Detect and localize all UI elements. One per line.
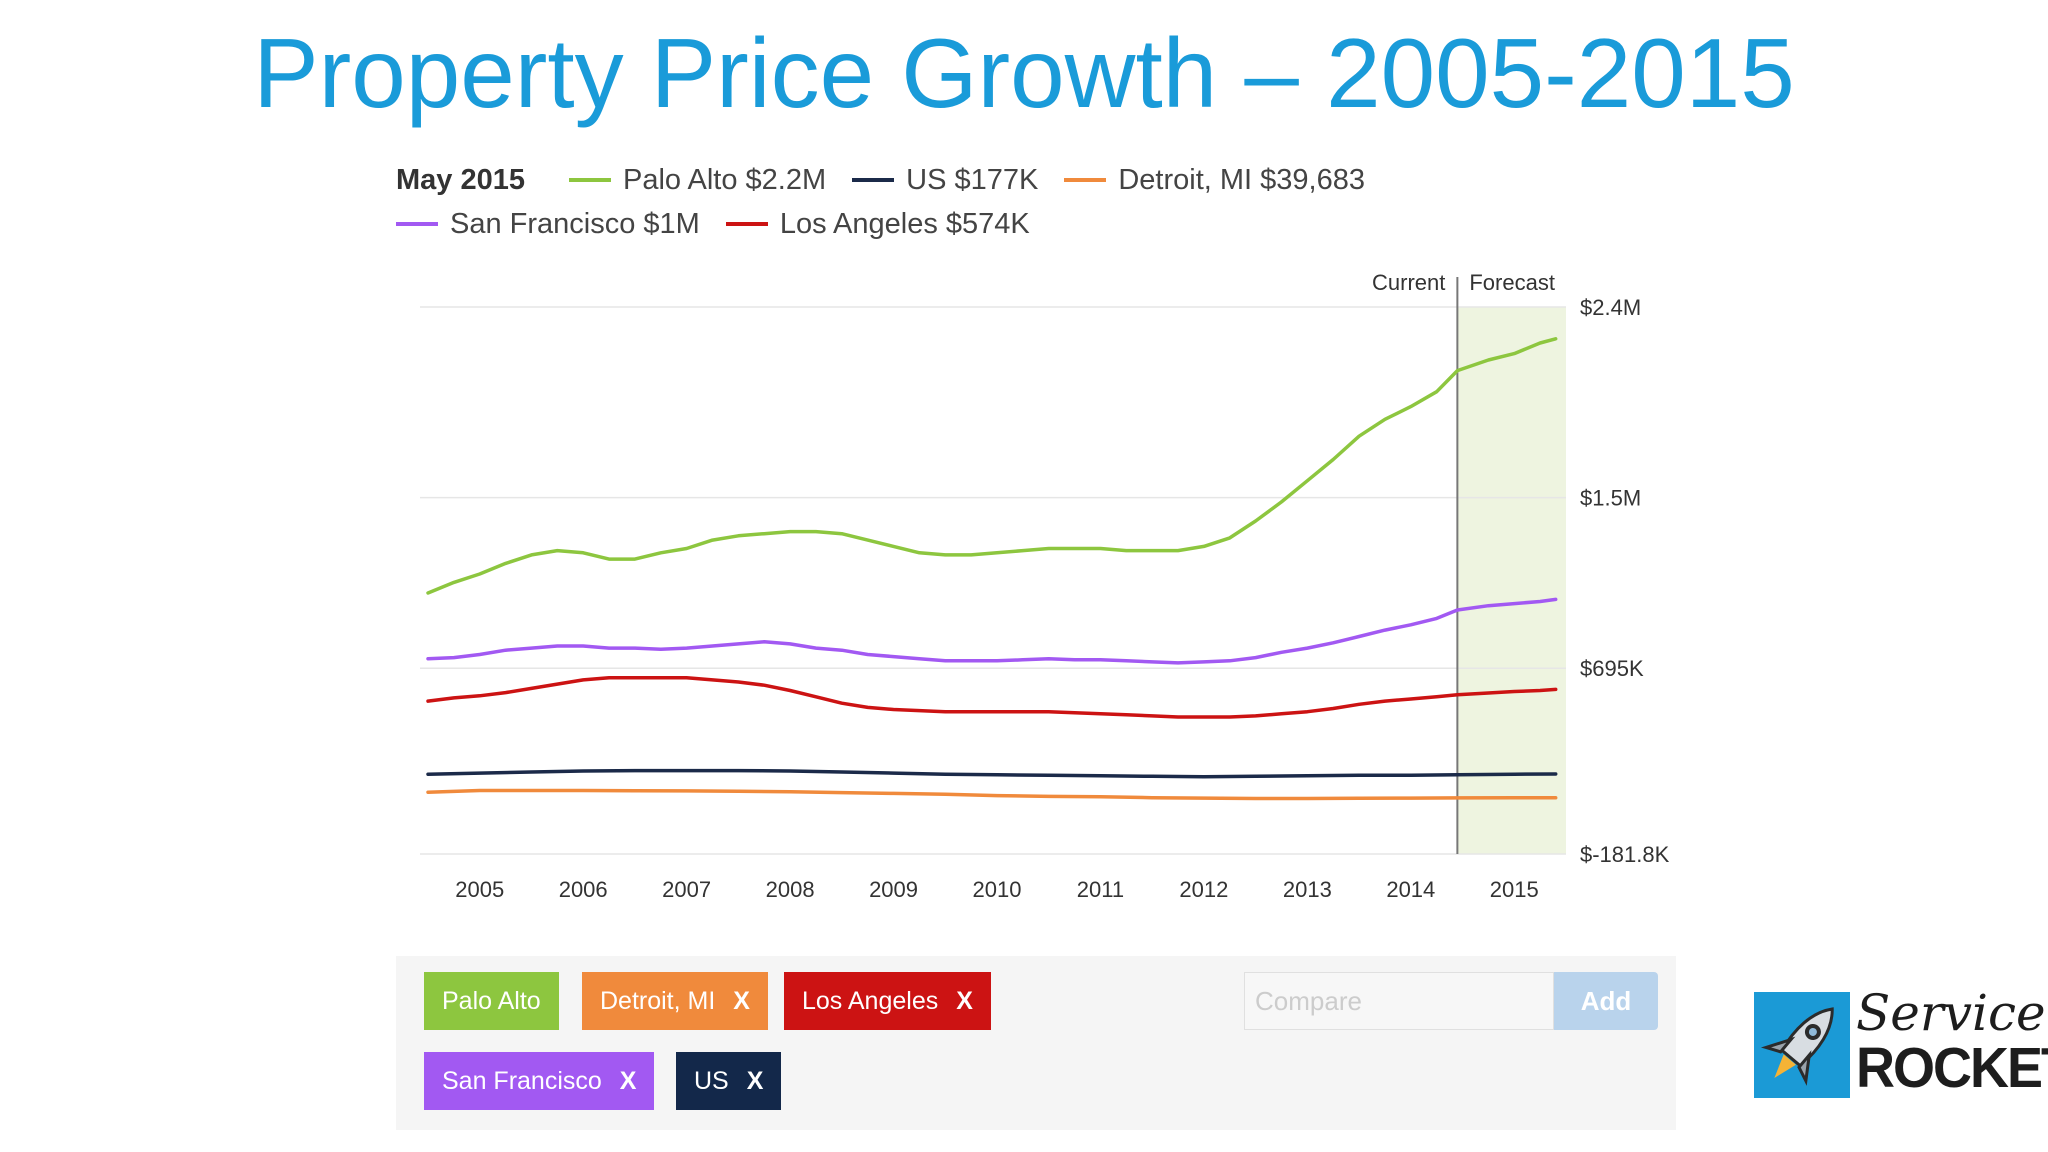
y-tick-label-3: $-181.8K [1580, 842, 1670, 867]
tag-label-los-angeles: Los Angeles [802, 987, 939, 1015]
logo-word-rocket: ROCKET [1856, 1036, 2048, 1100]
series-line-us [426, 768, 1558, 779]
legend-item-us[interactable]: US $177K [852, 164, 1038, 197]
tag-san-francisco[interactable]: San Francisco X [424, 1052, 655, 1110]
remove-san-francisco-icon[interactable]: X [619, 1067, 637, 1095]
forecast-shade [1457, 307, 1566, 854]
x-tick-label-2013: 2013 [1283, 877, 1332, 902]
x-tick-label-2011: 2011 [1077, 877, 1124, 902]
legend-swatch-palo-alto [569, 178, 611, 182]
tag-label-detroit: Detroit, MI [600, 987, 716, 1015]
series-line-san-francisco [426, 597, 1558, 665]
x-tick-label-2008: 2008 [766, 877, 815, 902]
legend-swatch-us [852, 178, 895, 182]
y-tick-label-0: $2.4M [1580, 295, 1641, 320]
legend-swatch-detroit [1064, 178, 1107, 182]
current-label: Current [1372, 270, 1445, 295]
series-line-los-angeles [426, 676, 1558, 719]
x-tick-label-2005: 2005 [455, 877, 504, 902]
add-button[interactable]: Add [1554, 972, 1658, 1030]
legend-label-los-angeles: Los Angeles $574K [779, 207, 1030, 240]
slide-title: Property Price Growth – 2005-2015 [253, 18, 1795, 128]
series-line-detroit-mi [426, 788, 1558, 801]
service-rocket-logo: Service ROCKET [1754, 984, 2048, 1100]
remove-us-icon[interactable]: X [746, 1067, 764, 1095]
x-tick-label-2012: 2012 [1179, 877, 1228, 902]
tag-palo-alto[interactable]: Palo Alto [424, 972, 559, 1030]
tag-label-san-francisco: San Francisco [442, 1067, 602, 1095]
legend-label-san-francisco: San Francisco $1M [450, 207, 700, 240]
y-tick-label-2: $695K [1580, 656, 1644, 681]
compare-input[interactable] [1244, 972, 1554, 1030]
tag-label-palo-alto: Palo Alto [442, 987, 541, 1015]
series-line-palo-alto [426, 337, 1558, 595]
x-tick-label-2014: 2014 [1386, 877, 1435, 902]
logo-word-service: Service [1856, 984, 2046, 1042]
legend-item-san-francisco[interactable]: San Francisco $1M [396, 208, 700, 241]
x-tick-label-2009: 2009 [869, 877, 918, 902]
legend-item-detroit[interactable]: Detroit, MI $39,683 [1064, 164, 1365, 197]
legend-row-2: San Francisco $1M Los Angeles $574K [396, 202, 1456, 246]
x-tick-label-2015: 2015 [1490, 877, 1539, 902]
legend-label-palo-alto: Palo Alto $2.2M [623, 163, 827, 196]
tag-detroit[interactable]: Detroit, MI X [582, 972, 768, 1030]
x-tick-label-2006: 2006 [559, 877, 608, 902]
remove-los-angeles-icon[interactable]: X [956, 987, 973, 1015]
legend-item-palo-alto[interactable]: Palo Alto $2.2M [569, 164, 826, 197]
compare-panel: Palo Alto Detroit, MI X Los Angeles X San … [396, 956, 1676, 1130]
legend-label-us: US $177K [906, 163, 1039, 196]
remove-detroit-icon[interactable]: X [733, 987, 750, 1015]
legend-swatch-los-angeles [725, 222, 768, 226]
tag-los-angeles[interactable]: Los Angeles X [784, 972, 991, 1030]
forecast-label: Forecast [1469, 270, 1555, 295]
legend-date: May 2015 [396, 163, 525, 196]
tag-label-us: US [694, 1067, 729, 1095]
x-tick-label-2010: 2010 [973, 877, 1022, 902]
legend-item-los-angeles[interactable]: Los Angeles $574K [725, 207, 1030, 241]
legend-label-detroit: Detroit, MI $39,683 [1118, 163, 1365, 196]
legend-row-1: May 2015 Palo Alto $2.2M US $177K Detroi… [396, 158, 1456, 202]
chart-legend: May 2015 Palo Alto $2.2M US $177K Detroi… [396, 158, 1456, 246]
x-tick-label-2007: 2007 [662, 877, 711, 902]
rocket-icon [1754, 992, 1850, 1098]
y-tick-label-1: $1.5M [1580, 486, 1641, 511]
legend-swatch-san-francisco [396, 222, 438, 226]
tag-us[interactable]: US X [676, 1052, 782, 1110]
